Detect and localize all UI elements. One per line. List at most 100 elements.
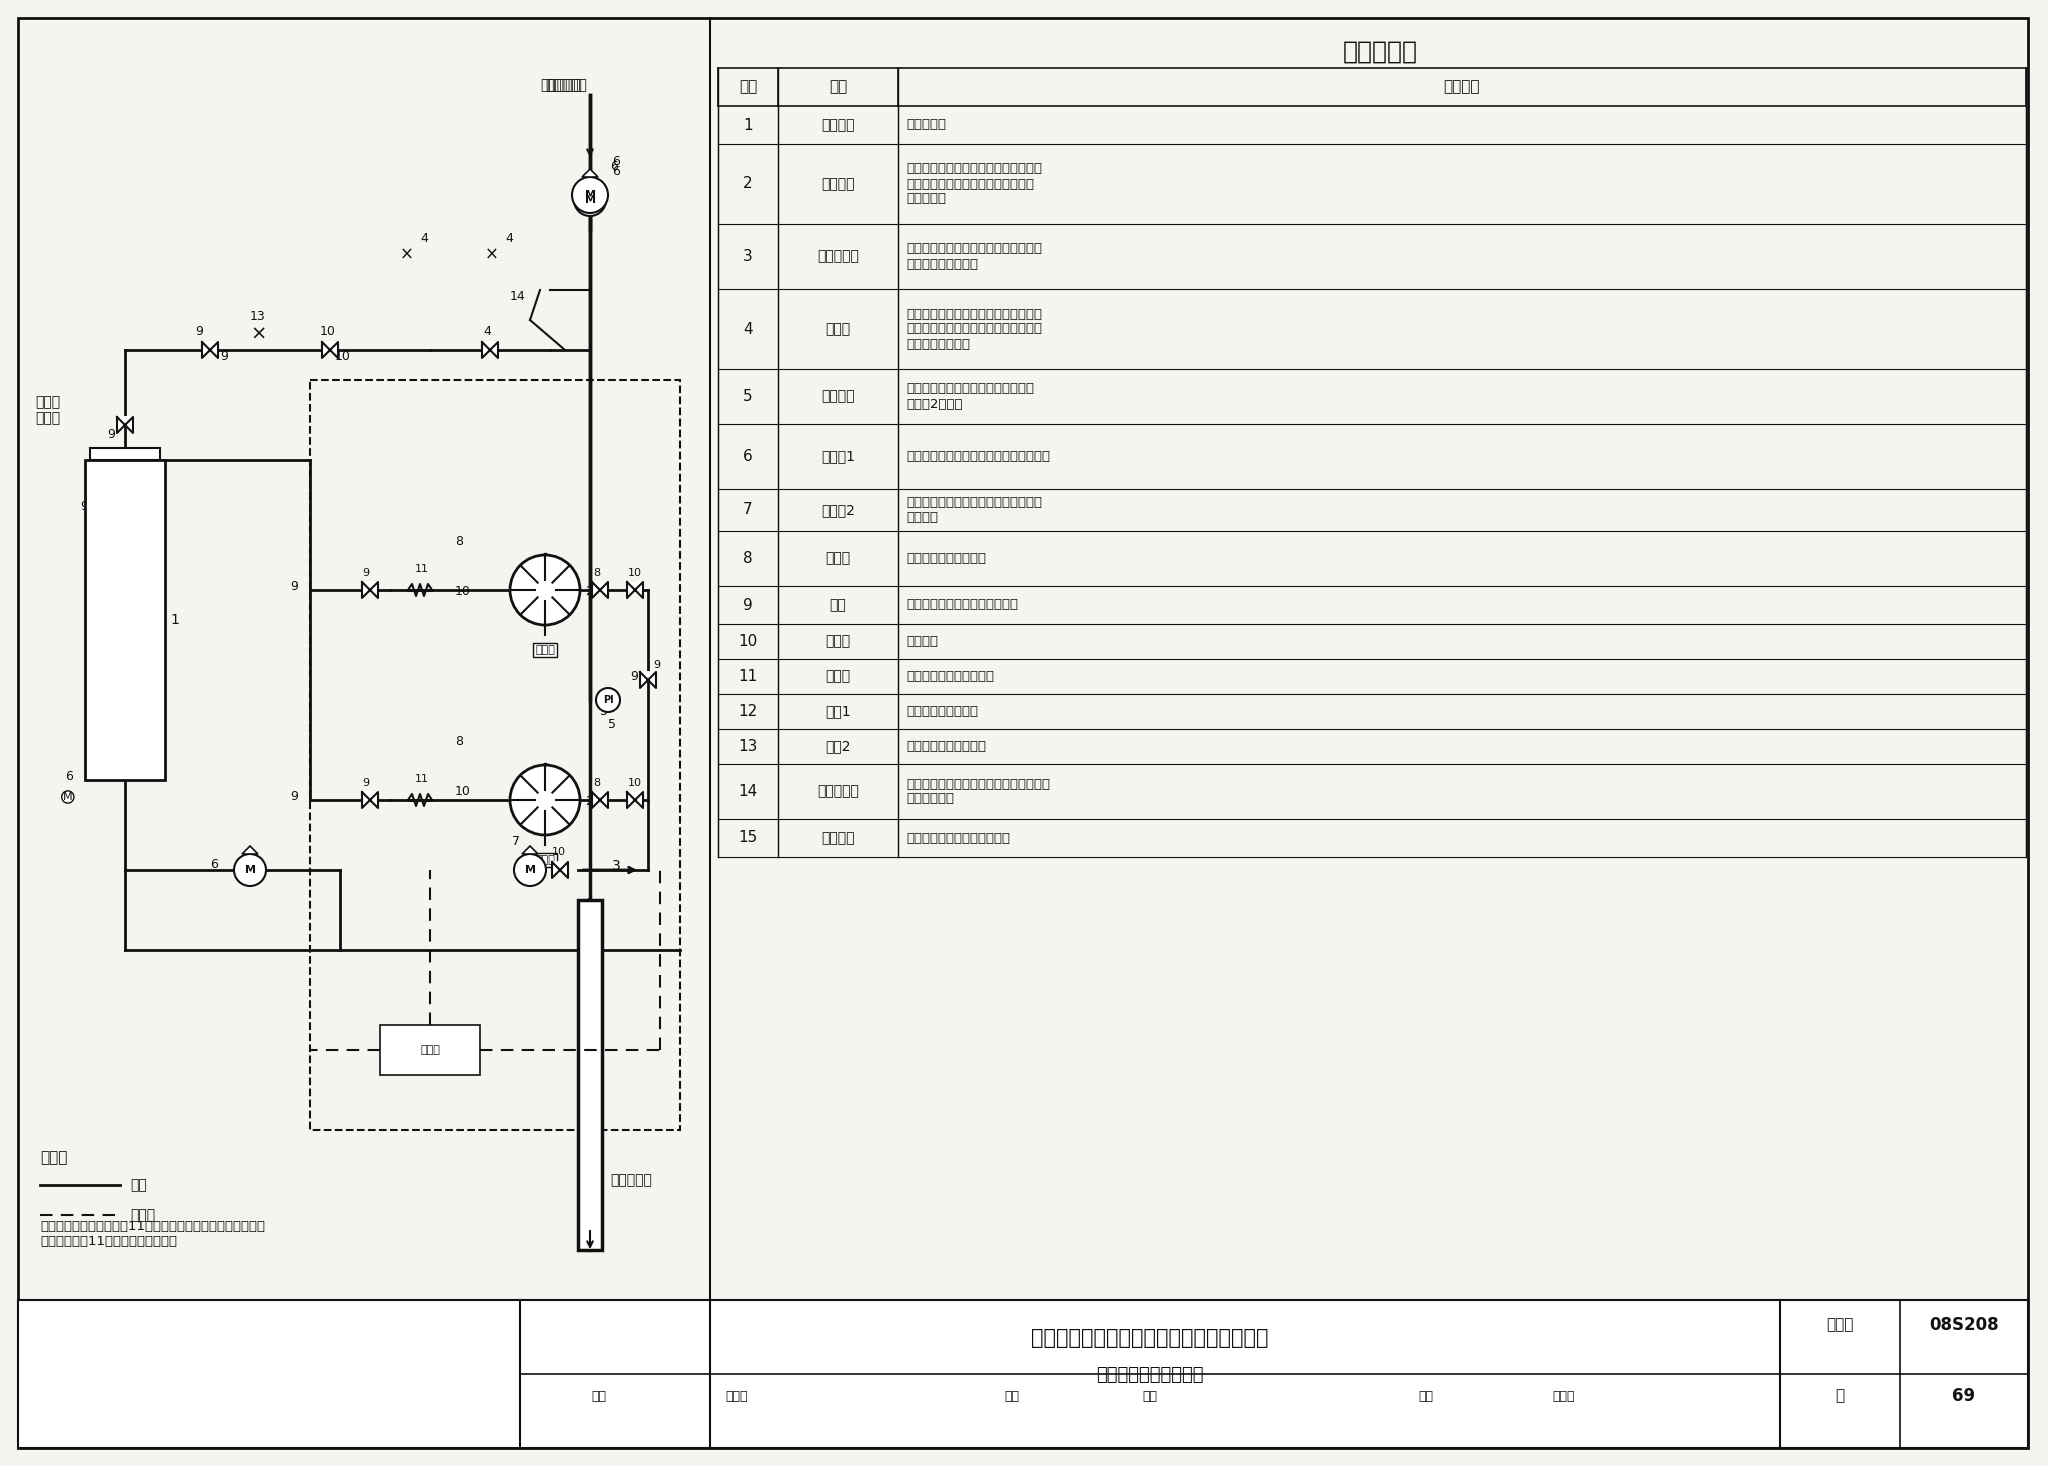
Text: 电动机: 电动机: [535, 645, 555, 655]
Circle shape: [596, 688, 621, 712]
Polygon shape: [481, 342, 498, 358]
Text: 1: 1: [170, 613, 178, 627]
Text: 控制线路: 控制线路: [821, 831, 854, 844]
Circle shape: [510, 556, 580, 625]
Text: 过滤器: 过滤器: [825, 670, 850, 683]
Polygon shape: [362, 582, 379, 598]
Text: 消防水进水: 消防水进水: [545, 78, 588, 92]
Text: 10: 10: [553, 847, 565, 858]
Text: 9: 9: [653, 660, 659, 670]
Text: 10: 10: [455, 784, 471, 798]
Polygon shape: [322, 342, 338, 358]
Text: 6: 6: [610, 160, 618, 173]
Text: 电动阀1: 电动阀1: [821, 450, 854, 463]
Polygon shape: [362, 792, 379, 808]
Text: 10: 10: [455, 585, 471, 598]
Text: 4: 4: [743, 321, 754, 337]
Text: 10: 10: [629, 567, 641, 578]
Text: 控制阀门开闭及电动机的启停: 控制阀门开闭及电动机的启停: [905, 831, 1010, 844]
Text: 泡沫液
注入口: 泡沫液 注入口: [35, 394, 59, 425]
Text: 管线: 管线: [129, 1179, 147, 1192]
Text: 消防水进水: 消防水进水: [541, 78, 582, 92]
Polygon shape: [203, 342, 217, 358]
Text: PI: PI: [602, 695, 612, 705]
Text: 4: 4: [420, 232, 428, 245]
Text: 使泡沫液和水按一定比例混合，按需要
的混合液流量来选择: 使泡沫液和水按一定比例混合，按需要 的混合液流量来选择: [905, 242, 1042, 271]
Circle shape: [514, 855, 547, 885]
Text: 泡沫液罐: 泡沫液罐: [821, 117, 854, 132]
Text: 贮存泡沫液: 贮存泡沫液: [905, 119, 946, 132]
Text: 防止回流: 防止回流: [905, 635, 938, 648]
Text: 以电动机作为动力，使泡沫液泵运转，
将泡沫液加压。泡沫液泵的压力与进
水压力有关: 以电动机作为动力，使泡沫液泵运转， 将泡沫液加压。泡沫液泵的压力与进 水压力有关: [905, 163, 1042, 205]
Text: 15: 15: [739, 831, 758, 846]
Text: 王世杰: 王世杰: [1552, 1390, 1575, 1403]
Text: 5: 5: [600, 705, 608, 718]
Polygon shape: [627, 582, 643, 598]
Text: ×: ×: [250, 325, 266, 345]
Text: ×: ×: [485, 246, 500, 264]
Polygon shape: [582, 169, 598, 177]
Bar: [381, 1025, 479, 1075]
Text: 接口1: 接口1: [825, 705, 850, 718]
Text: 08S208: 08S208: [1929, 1316, 1999, 1334]
Text: 7: 7: [512, 836, 520, 847]
Text: 接口2: 接口2: [825, 739, 850, 754]
Polygon shape: [627, 792, 643, 808]
Text: M: M: [584, 191, 596, 199]
Circle shape: [233, 855, 266, 885]
Text: M: M: [63, 792, 72, 802]
Text: 当泡沫液泵工作压力达到设定值时，
电动阀2才打开: 当泡沫液泵工作压力达到设定值时， 电动阀2才打开: [905, 383, 1034, 410]
Text: 编号: 编号: [739, 79, 758, 94]
Text: 5: 5: [608, 718, 616, 732]
Text: 8: 8: [743, 551, 754, 566]
Polygon shape: [362, 792, 379, 808]
Text: 9: 9: [362, 567, 369, 578]
Text: 14: 14: [510, 290, 526, 303]
Text: 9: 9: [219, 350, 227, 364]
Text: 页: 页: [1835, 1388, 1845, 1403]
Text: 名称: 名称: [829, 79, 848, 94]
Text: 7: 7: [743, 503, 754, 517]
Polygon shape: [362, 582, 379, 598]
Text: 依靠水力作用的先导型调节阀，自动调
节泡沫液压力与水的压力保持平衡，以
保证精确的混合比: 依靠水力作用的先导型调节阀，自动调 节泡沫液压力与水的压力保持平衡，以 保证精确…: [905, 308, 1042, 350]
Text: 刘芳: 刘芳: [1143, 1390, 1157, 1403]
Text: ×: ×: [399, 246, 414, 264]
Text: 11: 11: [416, 774, 428, 784]
Bar: [90, 449, 160, 460]
Text: 9: 9: [631, 670, 637, 683]
Text: 平衡阀: 平衡阀: [825, 323, 850, 336]
Text: 8: 8: [594, 567, 600, 578]
Text: 过滤泡沫液管路中的杂质: 过滤泡沫液管路中的杂质: [905, 670, 993, 683]
Text: 9: 9: [291, 581, 297, 594]
Text: 9: 9: [743, 598, 754, 613]
Text: 名称功能表: 名称功能表: [1343, 40, 1417, 65]
Text: 电动阀2: 电动阀2: [821, 503, 854, 517]
Text: 平衡压力式泡沫比例混合装置原理图（二）: 平衡压力式泡沫比例混合装置原理图（二）: [1032, 1328, 1270, 1349]
Polygon shape: [322, 342, 338, 358]
Text: 电动机: 电动机: [535, 855, 555, 865]
Text: 校对: 校对: [1006, 1390, 1020, 1403]
Text: 功　　能: 功 能: [1444, 79, 1481, 94]
Polygon shape: [117, 416, 133, 432]
Text: 2: 2: [743, 176, 754, 192]
Text: 4: 4: [483, 325, 492, 339]
Text: 9: 9: [80, 500, 88, 513]
Polygon shape: [117, 416, 133, 432]
Polygon shape: [522, 846, 539, 855]
Text: 3: 3: [612, 859, 621, 872]
Text: 压力平衡管: 压力平衡管: [817, 784, 858, 799]
Polygon shape: [639, 671, 655, 688]
Text: 设计: 设计: [1417, 1390, 1434, 1403]
Text: 13: 13: [739, 739, 758, 754]
Text: 泡沫液系统超压时回流: 泡沫液系统超压时回流: [905, 553, 985, 564]
Bar: [86, 460, 166, 780]
Text: 泡沫液泵: 泡沫液泵: [821, 177, 854, 191]
Text: 图例：: 图例：: [41, 1149, 68, 1165]
Bar: [18, 1300, 2028, 1448]
Polygon shape: [592, 582, 608, 598]
Polygon shape: [553, 862, 567, 878]
Text: M: M: [524, 865, 535, 875]
Text: 9: 9: [106, 428, 115, 441]
Polygon shape: [627, 792, 643, 808]
Text: 9: 9: [291, 790, 297, 803]
